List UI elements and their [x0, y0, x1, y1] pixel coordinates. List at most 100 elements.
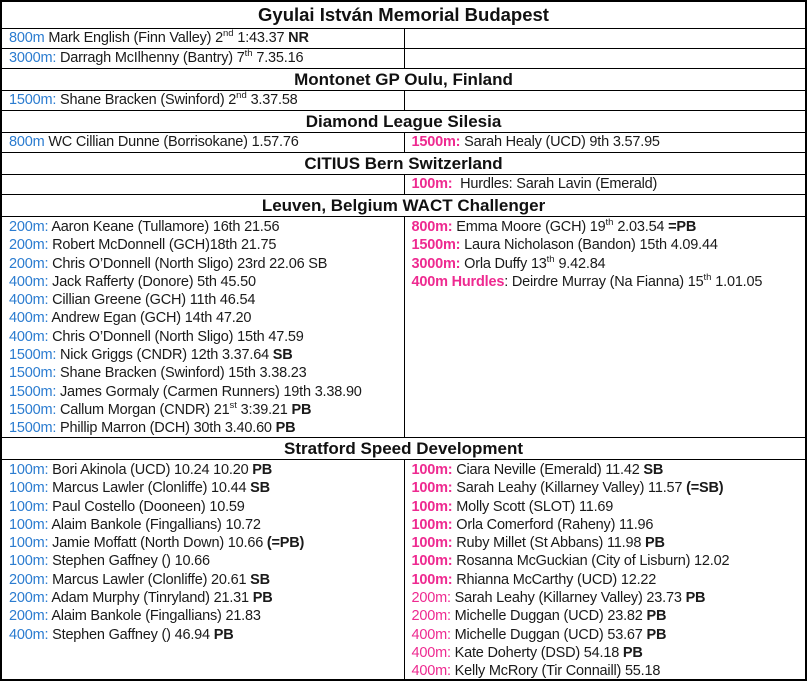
result-text: PB — [645, 535, 665, 552]
event-label: 400m: — [411, 626, 452, 643]
event-label: 1500m: — [9, 92, 57, 108]
event-label: 200m: — [9, 571, 49, 588]
result-line: 1500m: Phillip Marron (DCH) 30th 3.40.60… — [9, 419, 401, 437]
result-text: Darragh McIlhenny (Bantry) 7 — [56, 50, 245, 66]
event-label: 400m: — [9, 626, 49, 643]
result-text: WC Cillian Dunne (Borrisokane) 1.57.76 — [44, 134, 299, 150]
event-label: 100m: — [9, 516, 49, 533]
event-label: 1500m: — [9, 365, 57, 382]
ordinal-suffix: nd — [236, 91, 247, 102]
result-line: 400m: Kate Doherty (DSD) 54.18 PB — [412, 644, 803, 662]
result-line: 100m: Sarah Leahy (Killarney Valley) 11.… — [412, 479, 803, 497]
result-text: 3:39.21 — [236, 401, 292, 418]
event-label: 100m: — [9, 553, 49, 570]
result-text: Michelle Duggan (UCD) 53.67 — [450, 626, 647, 643]
result-text: PB — [646, 626, 667, 643]
result-text: PB — [252, 462, 273, 478]
left-cell: 1500m: Shane Bracken (Swinford) 2nd 3.37… — [2, 91, 404, 110]
result-line: 200m: Adam Murphy (Tinryland) 21.31 PB — [9, 589, 401, 607]
result-text: SB — [643, 462, 664, 478]
result-text: Stephen Gaffney () 10.66 — [48, 553, 210, 570]
result-text: Hurdles: Sarah Lavin (Emerald) — [452, 176, 658, 192]
result-text: =PB — [668, 219, 697, 235]
section-title: Gyulai István Memorial Budapest — [258, 4, 549, 25]
result-line: 1500m: Callum Morgan (CNDR) 21st 3:39.21… — [9, 401, 401, 419]
result-line: 100m: Marcus Lawler (Clonliffe) 10.44 SB — [9, 479, 401, 497]
result-line: 100m: Jamie Moffatt (North Down) 10.66 (… — [9, 534, 401, 552]
event-label: 400m: — [411, 644, 452, 661]
result-line: 400m: Jack Rafferty (Donore) 5th 45.50 — [9, 273, 401, 291]
event-label: 100m: — [9, 480, 49, 497]
section-title: Leuven, Belgium WACT Challenger — [2, 194, 805, 216]
section-title: Diamond League Silesia — [2, 110, 805, 132]
right-cell — [403, 49, 806, 68]
ordinal-suffix: th — [546, 253, 555, 265]
left-cell: 100m: Bori Akinola (UCD) 10.24 10.20 PB 1… — [2, 460, 404, 679]
result-text: Chris O’Donnell (North Sligo) 15th 47.59 — [48, 328, 304, 345]
result-text: Orla Duffy 13 — [460, 255, 547, 272]
result-text: NR — [288, 30, 309, 46]
result-line: 200m: Marcus Lawler (Clonliffe) 20.61 SB — [9, 571, 401, 589]
ordinal-suffix: st — [229, 400, 237, 412]
event-label: 100m: — [411, 535, 453, 552]
event-label: 400m: — [9, 310, 49, 327]
result-text: Rosanna McGuckian (City of Lisburn) 12.0… — [452, 553, 730, 570]
event-label: 100m: — [411, 462, 453, 478]
result-text: : Deirdre Murray (Na Fianna) 15 — [504, 273, 704, 290]
result-text: PB — [291, 401, 312, 418]
result-text: Paul Costello (Dooneen) 10.59 — [48, 498, 245, 515]
result-row: 3000m: Darragh McIlhenny (Bantry) 7th 7.… — [2, 48, 805, 68]
right-cell — [403, 91, 806, 110]
result-text: Robert McDonnell (GCH)18th 21.75 — [48, 237, 277, 254]
event-label: 100m: — [9, 498, 49, 515]
event-label: 100m: — [411, 480, 453, 497]
result-text: Bori Akinola (UCD) 10.24 10.20 — [48, 462, 253, 478]
event-label: 1500m: — [9, 401, 57, 418]
section-leuven-belgium-wact-challenger: Leuven, Belgium WACT Challenger 200m: Aar… — [2, 194, 805, 437]
event-label: 800m — [9, 134, 45, 150]
result-text: Rhianna McCarthy (UCD) 12.22 — [452, 571, 657, 588]
result-line: 1500m: Sarah Healy (UCD) 9th 3.57.95 — [412, 133, 803, 152]
result-line: 400m: Kelly McRory (Tir Connaill) 55.18 — [412, 662, 803, 679]
result-text: Shane Bracken (Swinford) 15th 3.38.23 — [56, 365, 307, 382]
result-line: 3000m: Darragh McIlhenny (Bantry) 7th 7.… — [9, 49, 401, 68]
result-line: 400m Hurdles: Deirdre Murray (Na Fianna)… — [412, 273, 803, 291]
result-line: 100m: Stephen Gaffney () 10.66 — [9, 552, 401, 570]
result-text: Ruby Millet (St Abbans) 11.98 — [452, 535, 646, 552]
right-cell: 100m: Hurdles: Sarah Lavin (Emerald) — [403, 175, 806, 194]
result-text: PB — [622, 644, 643, 661]
event-label: 100m: — [411, 498, 453, 515]
result-text: (=PB) — [266, 535, 305, 552]
result-line: 1500m: Shane Bracken (Swinford) 2nd 3.37… — [9, 91, 401, 110]
result-text: Kate Doherty (DSD) 54.18 — [450, 644, 623, 661]
event-label: 400m Hurdles — [411, 273, 505, 290]
result-row: 1500m: Shane Bracken (Swinford) 2nd 3.37… — [2, 90, 805, 110]
result-line: 1500m: Laura Nicholason (Bandon) 15th 4.… — [412, 236, 803, 254]
right-cell: 800m: Emma Moore (GCH) 19th 2.03.54 =PB 1… — [403, 217, 806, 437]
result-text: 1.01.05 — [711, 273, 763, 290]
result-line: 200m: Aaron Keane (Tullamore) 16th 21.56 — [9, 218, 401, 236]
result-row: 800m Mark English (Finn Valley) 2nd 1:43… — [2, 28, 805, 48]
result-line: 400m: Andrew Egan (GCH) 14th 47.20 — [9, 309, 401, 327]
result-line: 400m: Stephen Gaffney () 46.94 PB — [9, 626, 401, 644]
result-row: 100m: Bori Akinola (UCD) 10.24 10.20 PB 1… — [2, 459, 805, 679]
result-line: 100m: Molly Scott (SLOT) 11.69 — [412, 498, 803, 516]
section-title: Montonet GP Oulu, Finland — [2, 68, 805, 90]
event-label: 1500m: — [9, 383, 57, 400]
result-text: SB — [250, 480, 270, 497]
section-montonet-gp-oulu-finland: Montonet GP Oulu, Finland 1500m: Shane Br… — [2, 68, 805, 110]
result-text: PB — [275, 420, 296, 437]
result-text: Cillian Greene (GCH) 11th 46.54 — [48, 292, 256, 309]
result-row: 800m WC Cillian Dunne (Borrisokane) 1.57… — [2, 132, 805, 152]
section-diamond-league-silesia: Diamond League Silesia 800m WC Cillian Du… — [2, 110, 805, 152]
event-label: 400m: — [9, 292, 49, 309]
result-text: Mark English (Finn Valley) 2 — [44, 30, 223, 46]
result-text: Sarah Healy (UCD) 9th 3.57.95 — [460, 134, 660, 150]
ordinal-suffix: th — [605, 217, 614, 229]
result-text: 7.35.16 — [252, 50, 304, 66]
result-row: 100m: Hurdles: Sarah Lavin (Emerald) — [2, 174, 805, 194]
event-label: 1500m: — [411, 237, 461, 254]
section-stratford-speed-development: Stratford Speed Development 100m: Bori Ak… — [2, 437, 805, 679]
event-label: 200m: — [411, 608, 452, 625]
